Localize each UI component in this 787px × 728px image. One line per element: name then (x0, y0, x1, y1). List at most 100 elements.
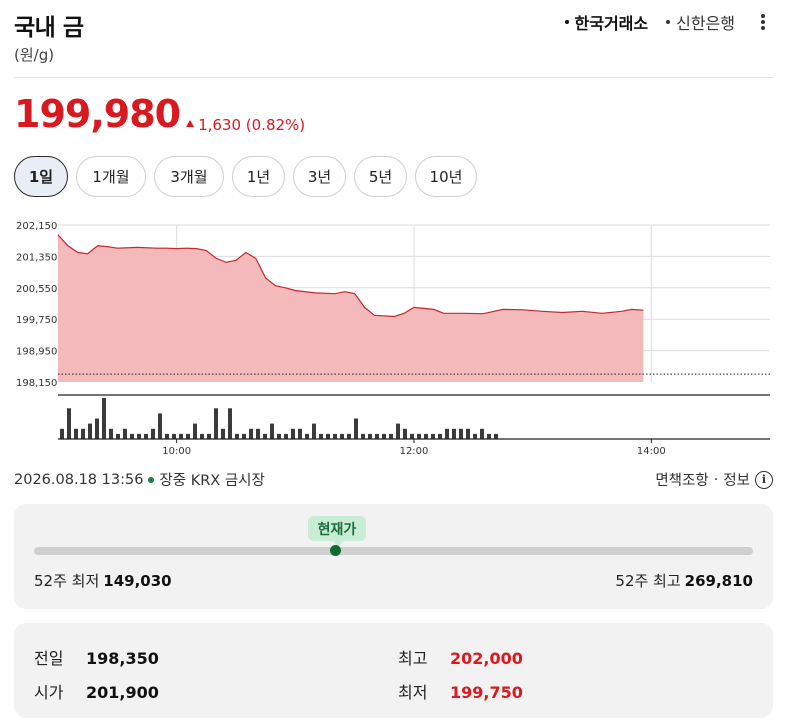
range-low: 52주 최저 149,030 (34, 570, 172, 591)
header: 국내 금 (원/g) 한국거래소 신한은행 (14, 8, 773, 68)
current-price-tag: 현재가 (308, 516, 366, 547)
volume-bar (368, 433, 372, 439)
volume-bar (256, 428, 260, 440)
source-selector: 한국거래소 신한은행 (564, 10, 774, 34)
volume-bar (417, 433, 421, 439)
range-marker (329, 545, 341, 556)
volume-bar (158, 413, 162, 439)
period-tabs: 1일 1개월 3개월 1년 3년 5년 10년 (14, 156, 477, 197)
stat-low-label: 최저 (398, 683, 428, 702)
volume-bar (326, 433, 330, 439)
volume-bar (312, 423, 316, 439)
volume-bar (375, 433, 379, 439)
stat-high-label: 최고 (398, 649, 428, 668)
stat-low: 최저 199,750 (398, 679, 523, 703)
tab-5y[interactable]: 5년 (354, 156, 407, 197)
bullet-icon (564, 20, 569, 24)
volume-bar (396, 423, 400, 439)
up-triangle-icon (186, 120, 195, 127)
tab-1d[interactable]: 1일 (14, 156, 68, 197)
volume-bar (340, 433, 344, 439)
more-vertical-icon[interactable] (753, 11, 773, 33)
price-area (58, 234, 644, 382)
range-high-label: 52주 최고 (615, 572, 681, 590)
volume-bar (298, 428, 302, 440)
volume-bar (102, 398, 106, 439)
source-krx[interactable]: 한국거래소 (564, 10, 649, 34)
price-chart[interactable]: 202,150 201,350 200,550 199,750 198,950 198,1… (0, 215, 787, 460)
timestamp: 2026.08.18 13:56 (14, 471, 144, 488)
tab-3y[interactable]: 3년 (293, 156, 346, 197)
volume-bar (137, 433, 141, 439)
range-low-label: 52주 최저 (34, 572, 100, 590)
unit-label: (원/g) (14, 46, 55, 64)
range-52week: 현재가 52주 최저 149,030 52주 최고 269,810 (14, 504, 773, 609)
stat-high-value: 202,000 (450, 649, 523, 668)
status-left: 2026.08.18 13:56 장중 KRX 금시장 (14, 469, 265, 490)
tab-3m[interactable]: 3개월 (154, 156, 224, 197)
volume-bar (172, 433, 176, 439)
volume-bar (95, 418, 99, 439)
volume-bar (67, 408, 71, 440)
current-price: 199,980 (14, 92, 181, 136)
disclaimer-link[interactable]: 면책조항 (655, 473, 709, 489)
source-shinhan[interactable]: 신한은행 (666, 10, 735, 34)
volume-bar (235, 433, 239, 439)
price-line (57, 234, 644, 318)
y-tick-label: 199,750 (16, 315, 57, 326)
volume-bar (186, 433, 190, 439)
volume-bar (179, 433, 183, 439)
volume-bar (151, 428, 155, 440)
volume-bar (165, 433, 169, 439)
tab-1y[interactable]: 1년 (232, 156, 285, 197)
tab-10y[interactable]: 10년 (415, 156, 477, 197)
volume-bar (354, 418, 358, 439)
page-title: 국내 금 (14, 15, 84, 41)
source-krx-label: 한국거래소 (574, 14, 649, 33)
info-icon[interactable]: i (755, 470, 773, 489)
volume-bar (193, 423, 197, 439)
range-high: 52주 최고 269,810 (615, 570, 753, 591)
volume-bar (466, 428, 470, 440)
volume-bar (200, 433, 204, 439)
price-change-value: 1,630 (0.82%) (198, 116, 306, 134)
price-row: 199,980 1,630 (0.82%) (14, 92, 305, 136)
volume-bar (452, 428, 456, 440)
stat-open-label: 시가 (34, 683, 64, 702)
volume-bar (74, 428, 78, 440)
range-low-value: 149,030 (103, 572, 172, 590)
stat-prev-close-label: 전일 (34, 649, 64, 668)
volume-bar (347, 433, 351, 439)
live-dot-icon (148, 476, 155, 483)
range-high-value: 269,810 (684, 572, 753, 590)
volume-bar (473, 433, 477, 439)
volume-bar (319, 433, 323, 439)
volume-bar (270, 423, 274, 439)
volume-bar (361, 433, 365, 439)
volume-bar (445, 428, 449, 440)
volume-bar (81, 428, 85, 440)
volume-bar (487, 433, 491, 439)
volume-bar (389, 433, 393, 439)
volume-bar (382, 433, 386, 439)
volume-bar (242, 433, 246, 439)
volume-bar (291, 428, 295, 440)
volume-bar (214, 408, 218, 440)
volume-bar (116, 433, 120, 439)
source-shinhan-label: 신한은행 (676, 14, 735, 33)
range-track (34, 547, 753, 555)
divider (14, 77, 773, 78)
volume-bar (424, 433, 428, 439)
stat-prev-close: 전일 198,350 (34, 645, 159, 669)
tab-1m[interactable]: 1개월 (76, 156, 146, 197)
y-tick-label: 198,950 (16, 347, 57, 358)
volume-bar (431, 433, 435, 439)
volume-bar (494, 433, 498, 439)
x-tick-label: 14:00 (637, 446, 666, 457)
status-right: 면책조항 · 정보 i (655, 469, 773, 490)
stat-low-value: 199,750 (450, 683, 523, 702)
volume-bar (305, 433, 309, 439)
info-link[interactable]: 정보 (723, 473, 750, 489)
volume-bar (480, 428, 484, 440)
volume-bar (410, 433, 414, 439)
